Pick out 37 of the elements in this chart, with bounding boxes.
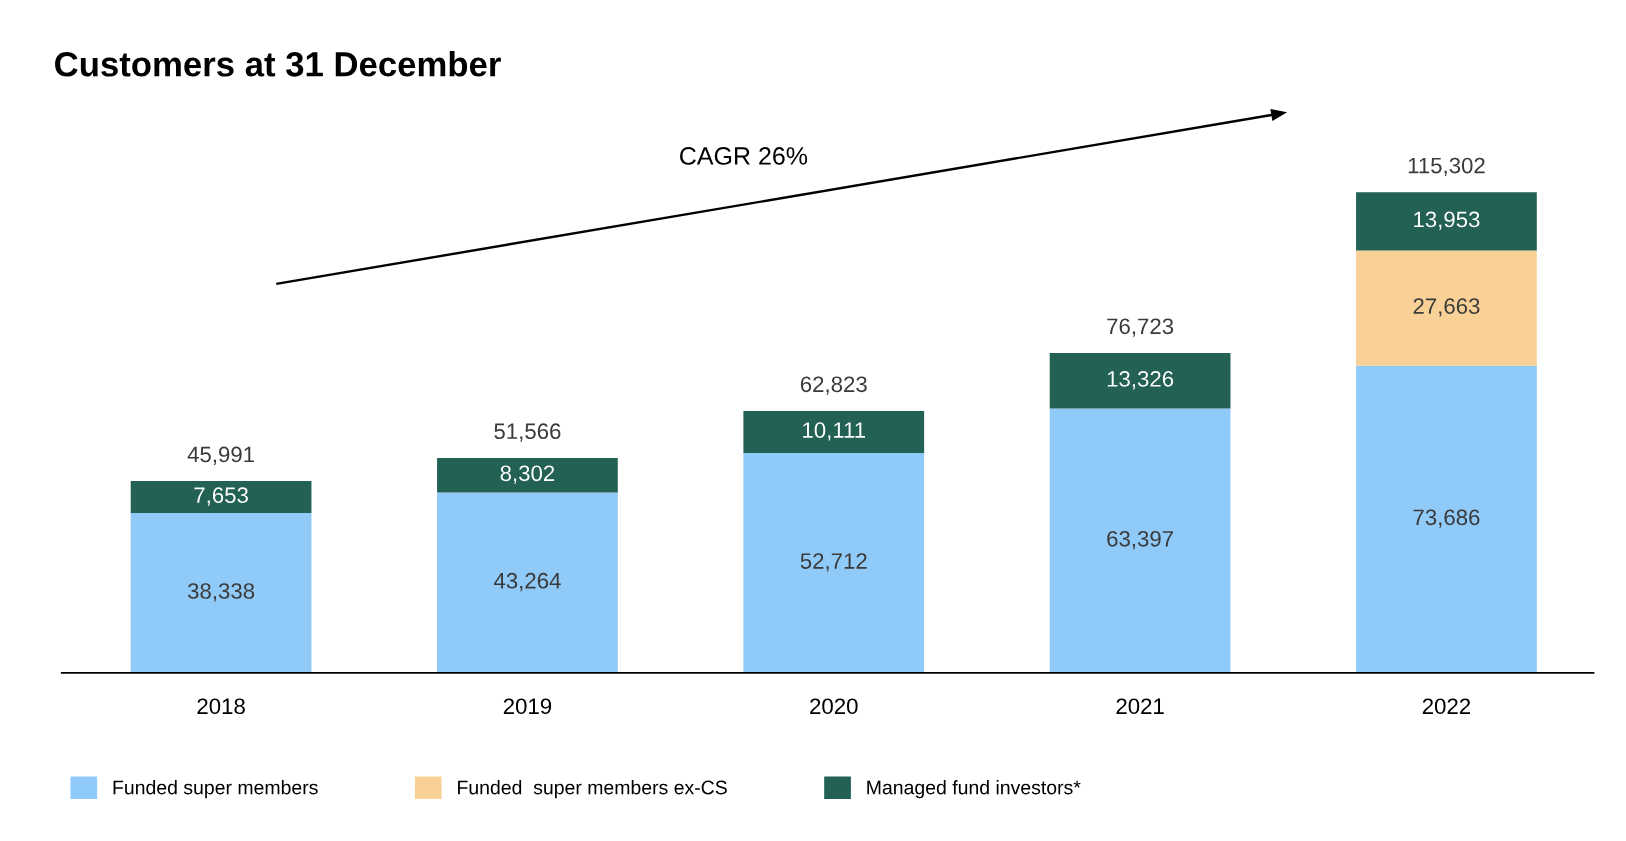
bar [1356, 250, 1537, 366]
data-label: 7,653 [194, 487, 248, 506]
legend-label: Funded super members [113, 780, 318, 799]
chart-title: Customers at 31 December [55, 51, 501, 77]
bar [1356, 365, 1537, 673]
legend-label: Managed fund investors* [867, 780, 1081, 799]
bar [743, 410, 925, 454]
total-label: 45,991 [187, 446, 254, 465]
data-label: 43,264 [493, 572, 561, 592]
data-label: 63,397 [1107, 530, 1173, 550]
legend-label: Funded super members ex-CS [458, 780, 727, 799]
data-label: 13,953 [1414, 211, 1480, 230]
total-label: 62,823 [800, 376, 867, 395]
data-label: 38,338 [187, 583, 255, 602]
bar [130, 481, 312, 514]
data-label: 27,663 [1413, 298, 1480, 317]
data-label: 73,686 [1413, 509, 1480, 528]
x-tick-label: 2018 [197, 698, 245, 715]
bar [437, 457, 618, 493]
bar [1356, 192, 1537, 251]
data-label: 10,111 [803, 422, 866, 441]
text: CAGR 26% [680, 147, 808, 165]
x-tick-label: 2022 [1422, 698, 1471, 715]
data-label: 13,326 [1107, 371, 1174, 390]
bar [743, 453, 925, 673]
bar [1049, 408, 1231, 673]
bar [1049, 353, 1231, 409]
total-label: 51,566 [494, 423, 561, 442]
data-label: 8,302 [500, 465, 555, 484]
data-label: 52,712 [800, 553, 867, 572]
total-label: 76,723 [1107, 318, 1174, 337]
x-tick-label: 2020 [810, 698, 858, 715]
x-tick-label: 2019 [503, 698, 552, 715]
bar [437, 492, 618, 673]
total-label: 115,302 [1408, 157, 1485, 177]
bar [130, 513, 312, 673]
x-tick-label: 2021 [1116, 698, 1164, 715]
